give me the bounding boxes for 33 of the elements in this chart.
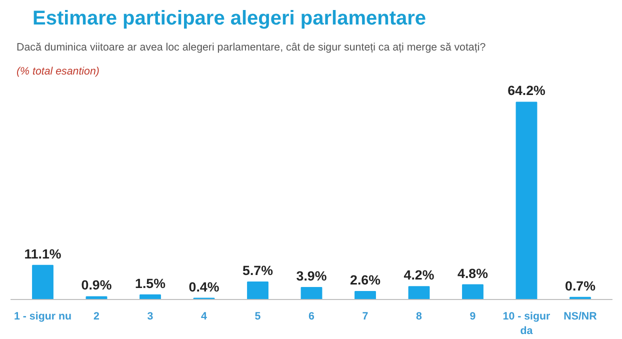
data-label: 0.4% [188, 279, 220, 294]
x-tick-label: 5 [254, 310, 261, 322]
data-label: 1.5% [135, 276, 166, 291]
x-tick-label: 6 [308, 310, 315, 322]
bar [408, 286, 430, 300]
data-label: 64.2% [508, 83, 546, 98]
data-label: 2.6% [350, 272, 381, 288]
x-tick-label: 2 [94, 310, 100, 322]
bar [247, 281, 268, 300]
data-label: 11.1% [24, 246, 62, 262]
x-tick-label: NS/NR [564, 310, 598, 322]
text: (% total esantion) [16, 66, 100, 78]
data-label: 4.2% [404, 268, 434, 283]
data-label: 0.9% [81, 278, 112, 293]
x-tick-label: 9 [470, 310, 476, 322]
bar [516, 102, 538, 300]
data-label: 4.8% [458, 266, 488, 281]
data-label: 5.7% [242, 262, 274, 278]
chart-subtitle: Dacă duminica viitoare ar avea loc alegeri parlamentare, cât de sigur sunteți ca ați merge să votați? [16, 42, 486, 54]
bar [354, 291, 376, 300]
x-tick-label: 10 - sigur da [502, 310, 550, 337]
x-tick-label: 1 - sigur nu [14, 310, 72, 322]
bar [86, 296, 108, 300]
x-tick-label: 8 [416, 310, 422, 322]
bar [32, 264, 54, 300]
x-tick-label: 3 [147, 310, 154, 322]
bar [462, 284, 484, 300]
data-label: 3.9% [296, 268, 327, 284]
chart-title: Estimare participare alegeri parlamentare [32, 8, 426, 30]
x-tick-label: 7 [362, 310, 368, 322]
bar [300, 287, 322, 300]
data-label: 0.7% [565, 278, 596, 294]
x-tick-label: 4 [201, 310, 208, 322]
